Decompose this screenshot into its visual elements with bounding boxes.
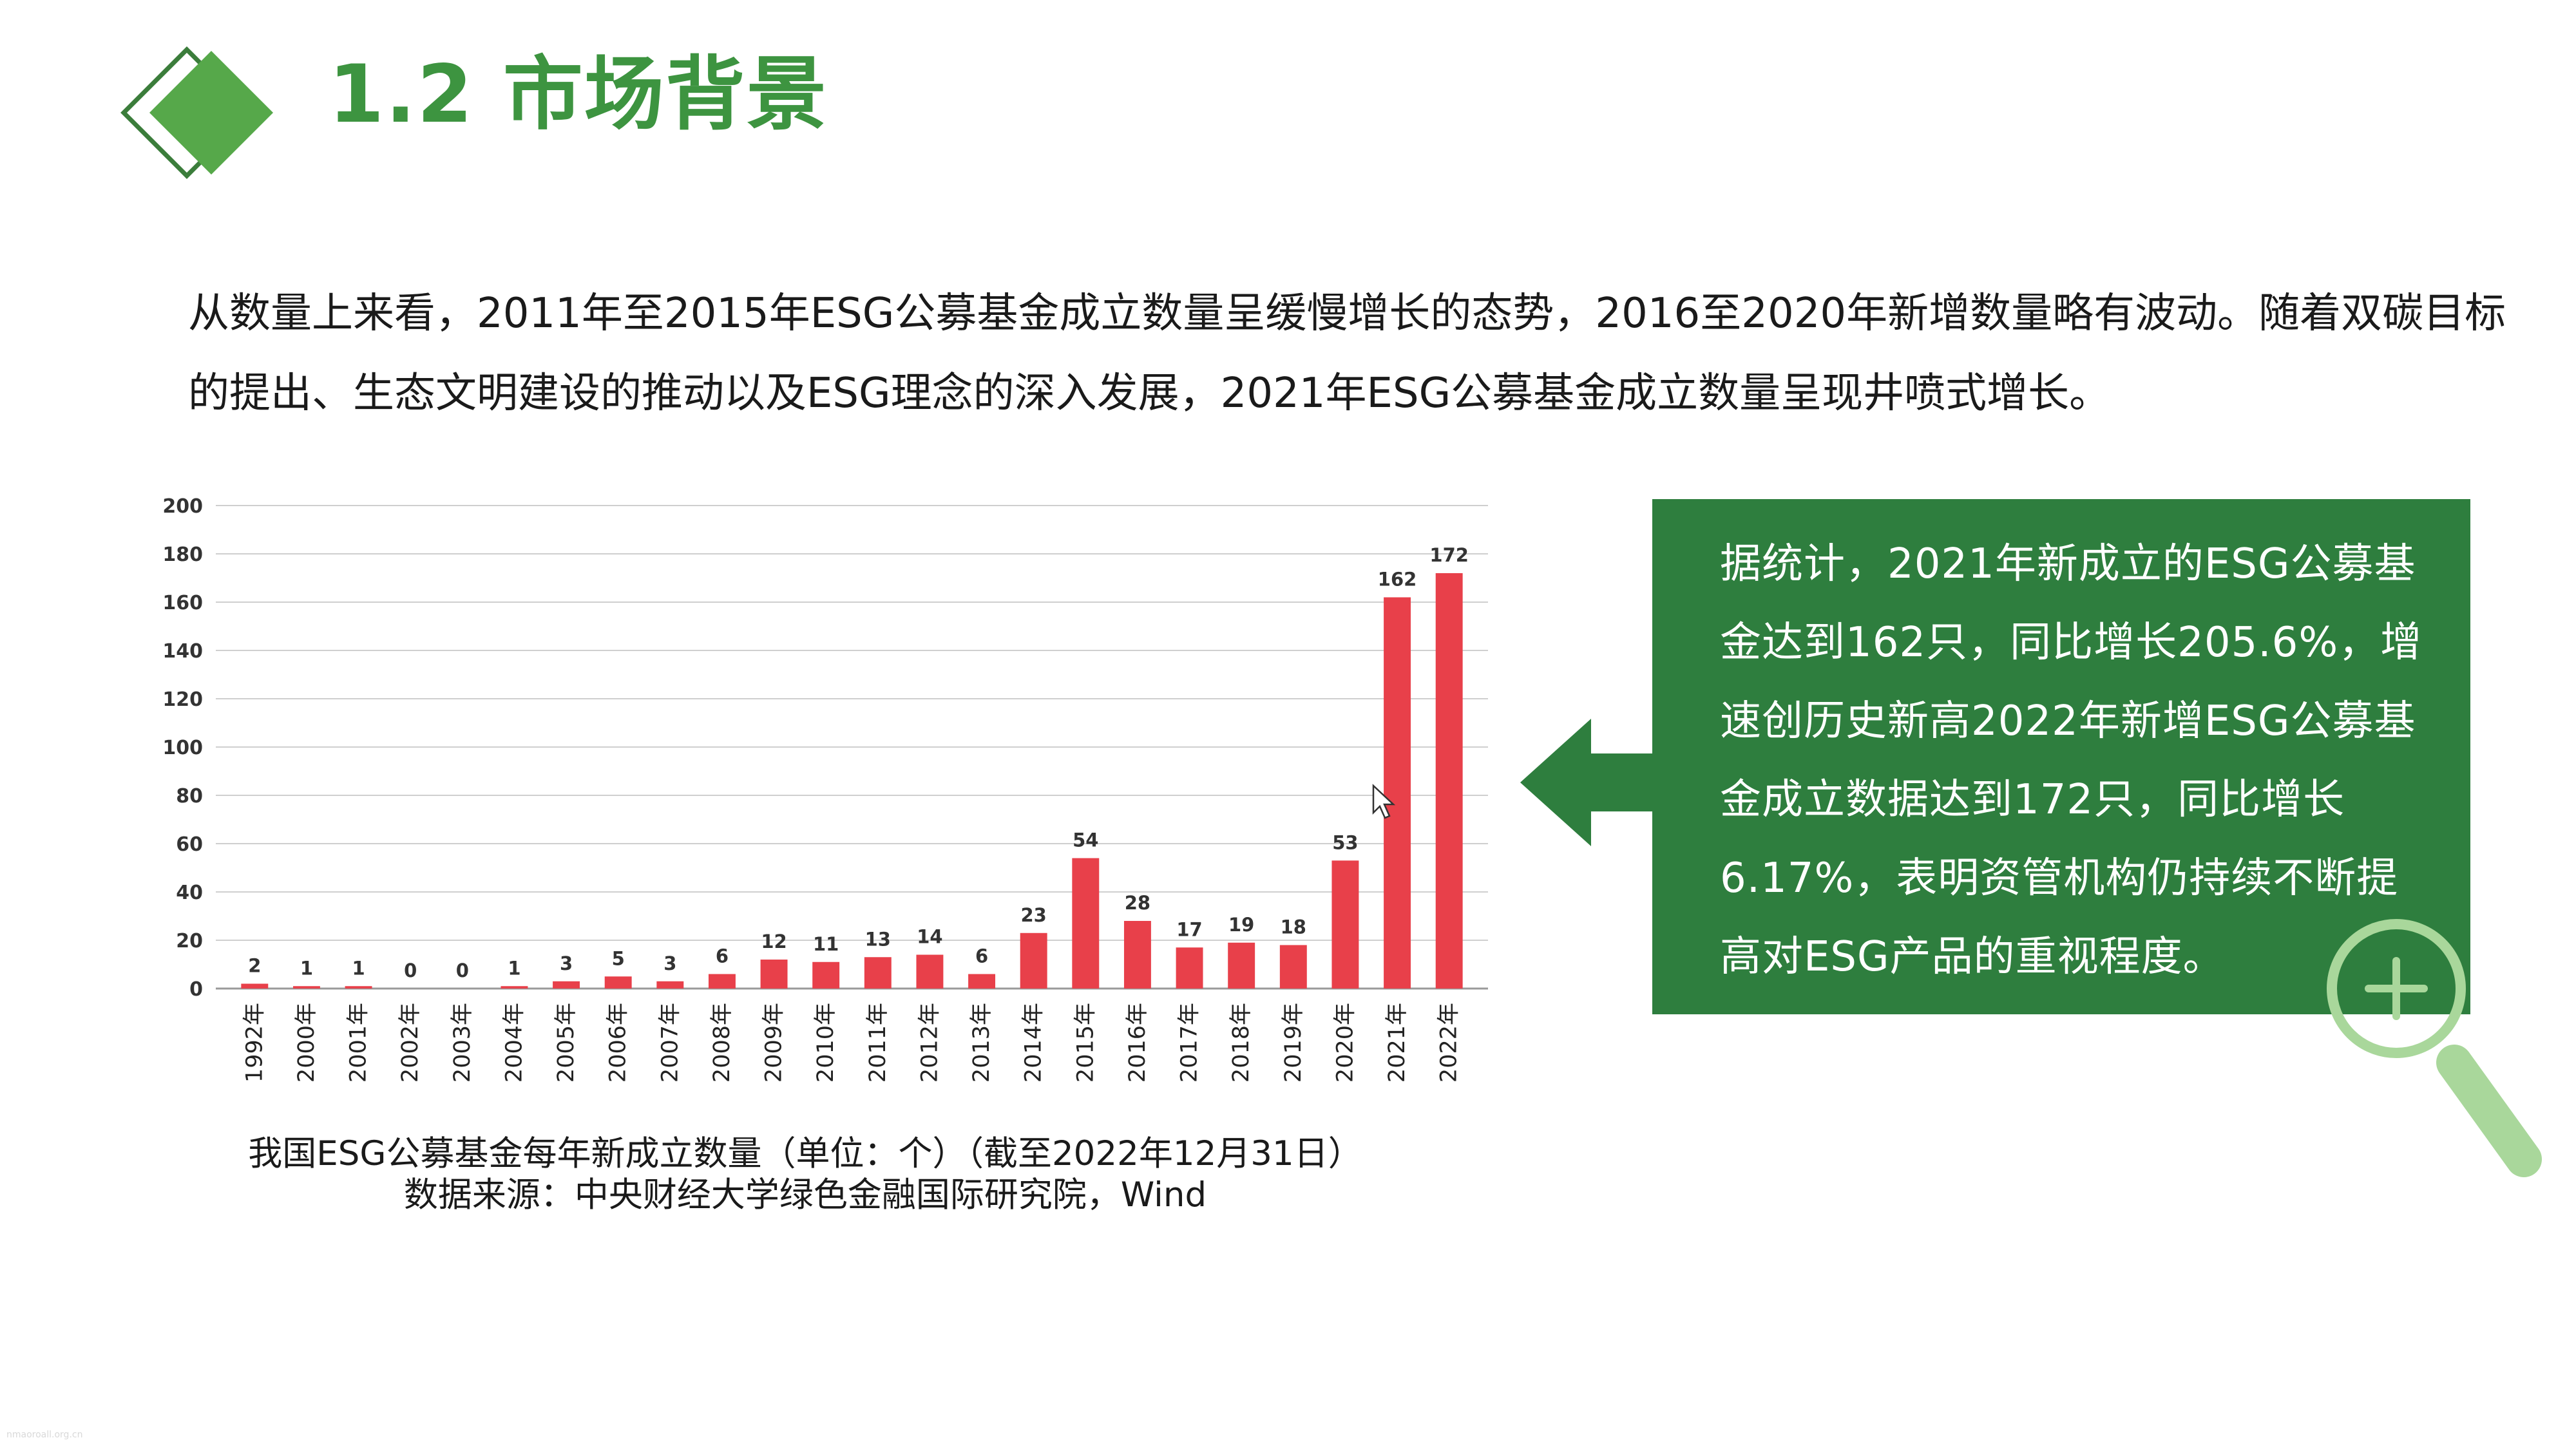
data-label: 28 xyxy=(1125,892,1150,914)
x-tick-label: 2016年 xyxy=(1125,1003,1150,1083)
callout-box: 据统计，2021年新成立的ESG公募基金达到162只，同比增长205.6%，增速… xyxy=(1652,499,2470,1014)
bar xyxy=(1176,947,1203,989)
bar xyxy=(760,960,788,989)
chart-caption-source: 数据来源：中央财经大学绿色金融国际研究院，Wind xyxy=(403,1175,1207,1215)
x-tick-label: 2006年 xyxy=(606,1003,631,1083)
bar xyxy=(1072,858,1100,989)
mouse-cursor-icon xyxy=(1372,784,1396,819)
y-tick-label: 40 xyxy=(176,882,203,904)
bar xyxy=(864,957,892,989)
data-label: 6 xyxy=(975,945,988,967)
bar xyxy=(1435,573,1463,989)
x-tick-label: 2011年 xyxy=(865,1003,891,1083)
magnifier-plus-icon xyxy=(2319,908,2551,1185)
x-tick-label: 2002年 xyxy=(397,1003,423,1083)
y-tick-label: 0 xyxy=(189,978,203,1001)
x-tick-label: 2009年 xyxy=(761,1003,787,1083)
x-tick-label: 2000年 xyxy=(294,1003,320,1083)
callout-text: 据统计，2021年新成立的ESG公募基金达到162只，同比增长205.6%，增速… xyxy=(1720,540,2423,981)
data-label: 1 xyxy=(300,957,313,979)
x-tick-label: 2001年 xyxy=(346,1003,372,1083)
data-label: 23 xyxy=(1021,904,1047,926)
x-tick-label: 2018年 xyxy=(1228,1003,1254,1083)
chart-caption-title: 我国ESG公募基金每年新成立数量（单位：个）（截至2022年12月31日） xyxy=(248,1134,1362,1173)
data-label: 13 xyxy=(865,928,891,950)
x-tick-label: 1992年 xyxy=(242,1003,267,1083)
intro-paragraph: 从数量上来看，2011年至2015年ESG公募基金成立数量呈缓慢增长的态势，20… xyxy=(188,290,2506,417)
chart-caption: 我国ESG公募基金每年新成立数量（单位：个）（截至2022年12月31日） 数据… xyxy=(193,1133,1417,1216)
x-tick-label: 2005年 xyxy=(553,1003,579,1083)
bar xyxy=(241,983,269,989)
x-tick-label: 2010年 xyxy=(813,1003,839,1083)
data-label: 0 xyxy=(404,960,417,981)
data-label: 162 xyxy=(1378,569,1417,591)
bar xyxy=(1279,945,1307,989)
data-label: 54 xyxy=(1073,829,1098,851)
bar xyxy=(553,981,580,989)
data-label: 17 xyxy=(1176,918,1202,940)
watermark: nmaoroall.org.cn xyxy=(6,1430,83,1440)
bar xyxy=(1384,597,1411,989)
y-tick-label: 140 xyxy=(162,640,203,663)
y-tick-label: 20 xyxy=(176,930,203,952)
bar xyxy=(656,981,684,989)
y-tick-label: 80 xyxy=(176,785,203,808)
bar xyxy=(708,974,736,989)
data-label: 19 xyxy=(1228,914,1254,936)
y-tick-label: 200 xyxy=(162,495,203,518)
chart-svg: 02040608010012014016018020021992年12000年1… xyxy=(162,495,1488,1083)
x-tick-label: 2017年 xyxy=(1177,1003,1203,1083)
bar xyxy=(812,961,840,989)
x-tick-label: 2014年 xyxy=(1021,1003,1047,1083)
data-label: 18 xyxy=(1281,916,1306,938)
y-tick-label: 160 xyxy=(162,592,203,614)
data-label: 12 xyxy=(761,931,787,952)
data-label: 2 xyxy=(248,955,261,977)
data-label: 14 xyxy=(917,926,942,948)
data-label: 11 xyxy=(813,933,839,955)
x-tick-label: 2012年 xyxy=(917,1003,942,1083)
y-tick-label: 180 xyxy=(162,544,203,566)
bar xyxy=(1123,921,1151,989)
bar xyxy=(1020,933,1047,989)
data-label: 3 xyxy=(663,952,676,974)
bar xyxy=(916,954,944,989)
y-tick-label: 120 xyxy=(162,688,203,711)
bar-chart: 0 20 40 60 80 100 120 140 160 180 200 2 1992年 1 2000年 1… xyxy=(148,483,1533,1127)
y-tick-label: 100 xyxy=(162,737,203,759)
data-label: 53 xyxy=(1332,831,1358,853)
x-tick-label: 2020年 xyxy=(1332,1003,1358,1083)
bar xyxy=(345,986,372,989)
x-tick-label: 2019年 xyxy=(1281,1003,1306,1083)
x-tick-label: 2003年 xyxy=(450,1003,475,1083)
bar xyxy=(1331,860,1359,989)
left-arrow-icon xyxy=(1520,715,1655,850)
x-tick-label: 2022年 xyxy=(1436,1003,1462,1083)
data-label: 1 xyxy=(508,957,520,979)
data-label: 172 xyxy=(1429,544,1469,566)
logo-diamond-icon xyxy=(116,45,283,180)
x-tick-label: 2013年 xyxy=(969,1003,995,1083)
data-label: 5 xyxy=(612,947,625,969)
data-label: 6 xyxy=(716,945,729,967)
data-label: 0 xyxy=(456,960,469,981)
x-tick-label: 2007年 xyxy=(657,1003,683,1083)
bar xyxy=(604,976,632,989)
x-tick-label: 2021年 xyxy=(1384,1003,1410,1083)
x-tick-label: 2008年 xyxy=(709,1003,735,1083)
bar xyxy=(292,986,320,989)
y-tick-label: 60 xyxy=(176,833,203,856)
bar xyxy=(501,986,528,989)
x-tick-label: 2015年 xyxy=(1073,1003,1098,1083)
x-tick-label: 2004年 xyxy=(501,1003,527,1083)
page-title: 1.2 市场背景 xyxy=(329,48,828,141)
data-label: 1 xyxy=(352,957,365,979)
bar xyxy=(968,974,996,989)
data-label: 3 xyxy=(560,952,573,974)
bar xyxy=(1228,942,1255,989)
